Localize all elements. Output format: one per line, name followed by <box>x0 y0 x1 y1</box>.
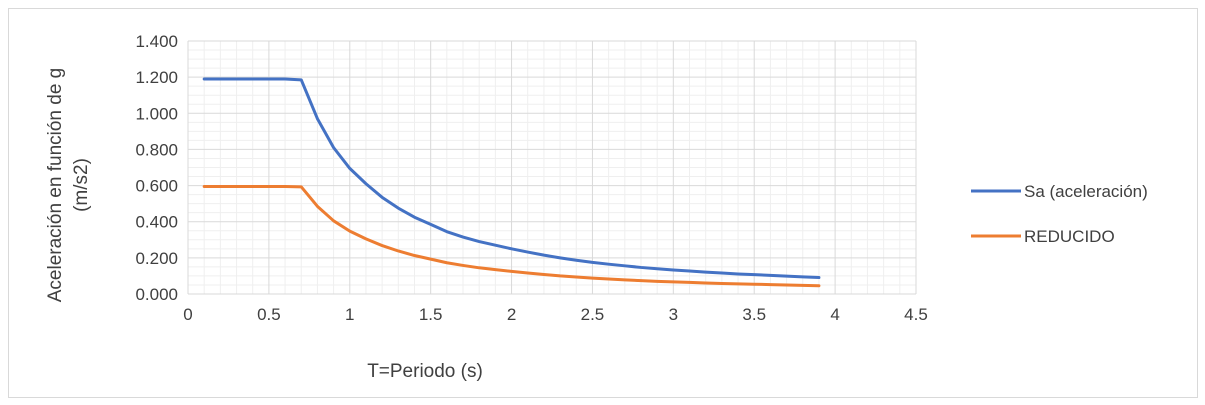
series-line-sa <box>202 77 821 280</box>
y-tick-label: 1.200 <box>135 68 178 87</box>
y-tick-label: 0.200 <box>135 249 178 268</box>
y-tick-label: 1.400 <box>135 32 178 51</box>
x-tick-label: 3.5 <box>742 305 766 324</box>
y-tick-label: 0.600 <box>135 177 178 196</box>
y-tick-label: 0.000 <box>135 285 178 304</box>
chart-frame: 0.000 0.200 0.400 0.600 0.800 1.000 1.200 1.400… <box>8 8 1198 398</box>
x-tick-label: 2.5 <box>581 305 605 324</box>
major-gridlines <box>187 40 917 295</box>
x-tick-label: 4.5 <box>904 305 928 324</box>
y-tick-label: 1.000 <box>135 104 178 123</box>
legend: Sa (aceleración) REDUCIDO <box>971 182 1148 246</box>
y-axis-title-line-2: (m/s2) <box>71 158 92 212</box>
x-tick-label: 0 <box>183 305 192 324</box>
line-chart: 0.000 0.200 0.400 0.600 0.800 1.000 1.200 1.400… <box>45 32 1148 382</box>
x-tick-label: 4 <box>830 305 839 324</box>
x-axis-title: T=Periodo (s) <box>367 361 483 382</box>
series-lines <box>202 77 821 288</box>
legend-label-sa: Sa (aceleración) <box>1024 182 1148 201</box>
legend-item-reducido[interactable]: REDUCIDO <box>971 227 1115 246</box>
series-line-reducido <box>202 184 821 288</box>
legend-label-reducido: REDUCIDO <box>1024 227 1115 246</box>
x-tick-label: 2 <box>507 305 516 324</box>
legend-item-sa[interactable]: Sa (aceleración) <box>971 182 1148 201</box>
y-axis-title: Aceleración en función de g (m/s2) <box>45 68 92 303</box>
x-tick-labels: 0 0.5 1 1.5 2 2.5 3 3.5 4 4.5 <box>183 305 928 324</box>
x-tick-label: 3 <box>669 305 678 324</box>
x-tick-label: 1.5 <box>419 305 443 324</box>
x-tick-label: 1 <box>345 305 354 324</box>
y-tick-label: 0.800 <box>135 140 178 159</box>
y-tick-label: 0.400 <box>135 213 178 232</box>
y-tick-labels: 0.000 0.200 0.400 0.600 0.800 1.000 1.200 1.400 <box>135 32 178 304</box>
y-axis-title-line-1: Aceleración en función de g <box>45 68 66 303</box>
x-tick-label: 0.5 <box>257 305 281 324</box>
